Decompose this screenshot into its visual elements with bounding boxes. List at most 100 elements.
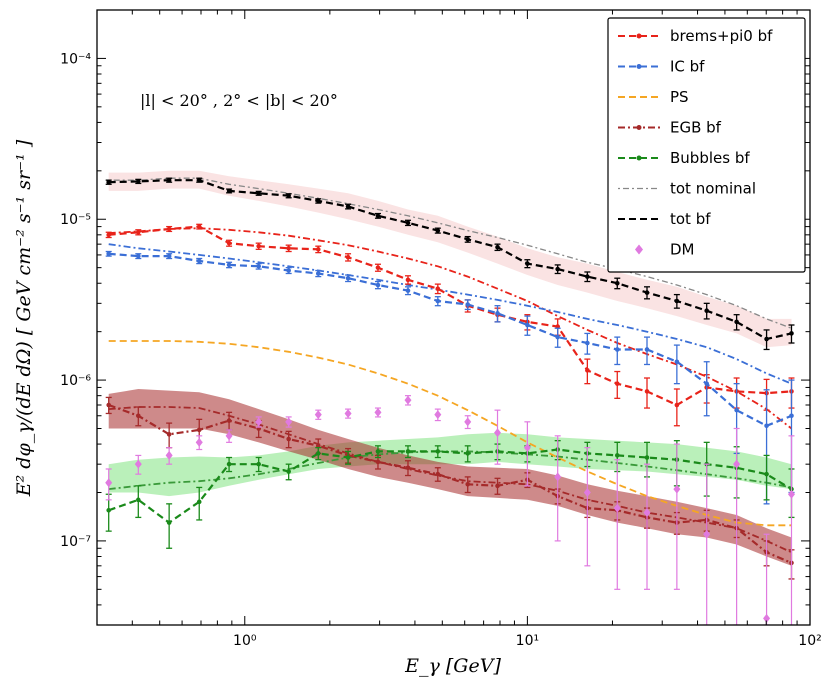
dm-point <box>763 613 771 623</box>
legend-marker <box>636 155 642 161</box>
bubbles-bf-point <box>764 471 769 477</box>
ic-bf-point <box>704 381 709 386</box>
legend-box <box>607 17 806 273</box>
ic-bf-point <box>525 322 530 328</box>
tot-bf-point <box>644 290 650 295</box>
ic-bf-point <box>405 288 411 293</box>
ic-bf-point <box>106 251 111 257</box>
brems-pi0-bf-point <box>286 245 291 251</box>
ic-bf-point <box>674 359 680 365</box>
legend-label: EGB bf <box>670 119 722 137</box>
ic-bf-point <box>465 302 471 307</box>
egb-bf-point <box>286 436 291 442</box>
bubbles-bf-point <box>286 469 291 474</box>
bubbles-bf-point <box>166 520 172 525</box>
tot-bf-point <box>585 274 590 279</box>
legend-label: PS <box>670 88 689 106</box>
ic-bf-point <box>315 271 321 276</box>
bubbles-bf-point <box>465 451 471 456</box>
tot-bf-series <box>105 177 795 351</box>
dm-point <box>165 450 173 460</box>
brems-pi0-bf-point <box>106 232 111 238</box>
bubbles-bf-point <box>644 455 650 460</box>
y-tick-label: 10⁻⁷ <box>60 534 91 550</box>
ic-bf-point <box>644 347 650 352</box>
legend-item-tot-bf: tot bf <box>618 210 711 228</box>
ps-series <box>108 340 792 527</box>
ic-bf-line <box>108 252 792 428</box>
egb-bf-point <box>135 413 141 419</box>
dm-point <box>285 417 293 427</box>
tot-bf-point <box>674 298 680 304</box>
legend: brems+pi0 bf IC bf PS EGB bf Bubbles bf tot n… <box>607 17 806 273</box>
dm-point <box>494 428 502 438</box>
legend-item-dm: DM <box>635 241 695 259</box>
ic-bf-point <box>345 275 351 281</box>
tot-bf-point <box>704 308 709 313</box>
dm-point <box>434 410 442 420</box>
bubbles-bf-point <box>375 449 381 454</box>
dm-point <box>374 407 382 417</box>
dm-point <box>583 487 591 497</box>
egb-bf-point <box>166 432 172 437</box>
tot-bf-point <box>226 188 232 194</box>
bubbles-nominal-line <box>108 450 792 490</box>
dm-point <box>105 478 113 488</box>
axes: 10⁰ 10¹ 10² 10⁻⁷ 10⁻⁶ 10⁻⁵ 10⁻⁴ <box>60 9 822 649</box>
bubbles-bf-point <box>614 453 620 458</box>
bubbles-bf-band <box>108 432 792 497</box>
tot-bf-point <box>345 204 351 209</box>
tot-bf-line <box>108 179 792 341</box>
bubbles-bf-point <box>226 461 232 467</box>
dm-point <box>523 443 531 453</box>
brems-pi0-bf-point <box>614 381 620 386</box>
bubbles-bf-point <box>435 449 441 454</box>
egb-nominal-line <box>108 406 792 554</box>
tot-bf-point <box>196 177 202 183</box>
ic-bf-point <box>555 334 560 340</box>
brems-pi0-bf-point <box>315 247 321 252</box>
ic-bf-point <box>256 263 261 269</box>
ic-bf-point <box>789 413 794 419</box>
brems-pi0-bf-point <box>135 229 141 235</box>
legend-item-bubbles-bf: Bubbles bf <box>618 149 750 167</box>
dm-point <box>344 408 352 418</box>
egb-bf-point <box>106 402 111 408</box>
tot-bf-point <box>135 179 141 184</box>
y-tick-label: 10⁻⁵ <box>60 212 91 228</box>
legend-marker <box>635 244 643 255</box>
bubbles-bf-point <box>106 507 111 513</box>
bubbles-bf-point <box>196 499 202 505</box>
legend-marker <box>636 64 642 69</box>
bubbles-nominal-series <box>108 450 792 490</box>
tot-bf-point <box>495 244 500 250</box>
dm-point <box>787 489 795 499</box>
bubbles-bf-point <box>256 461 261 467</box>
ic-bf-point <box>135 253 141 259</box>
bubbles-bf-line <box>108 448 793 524</box>
region-annotation: |l| < 20° , 2° < |b| < 20° <box>140 91 338 110</box>
ic-bf-point <box>734 407 739 413</box>
legend-item-egb-bf: EGB bf <box>618 119 722 137</box>
x-tick-label: 10² <box>798 633 821 649</box>
ic-bf-point <box>585 340 590 346</box>
plot-frame <box>96 9 811 626</box>
tot-bf-point <box>734 319 739 325</box>
tot-bf-point <box>465 237 471 242</box>
dm-point <box>195 437 203 447</box>
ic-bf-point <box>764 423 769 429</box>
ic-bf-point <box>614 347 620 352</box>
legend-label: IC bf <box>670 58 705 76</box>
dm-series <box>105 395 795 625</box>
tot-bf-band <box>108 170 792 348</box>
legend-label: tot nominal <box>670 180 756 198</box>
legend-label: Bubbles bf <box>670 149 750 167</box>
legend-label: DM <box>670 241 695 259</box>
brems-pi0-bf-point <box>196 224 202 229</box>
plot-area <box>105 170 795 625</box>
dm-point <box>464 417 472 427</box>
x-axis-label: E_γ [GeV] <box>404 655 501 677</box>
dm-point <box>255 417 263 427</box>
bubbles-bf-point <box>405 449 411 454</box>
dm-point <box>134 459 142 469</box>
